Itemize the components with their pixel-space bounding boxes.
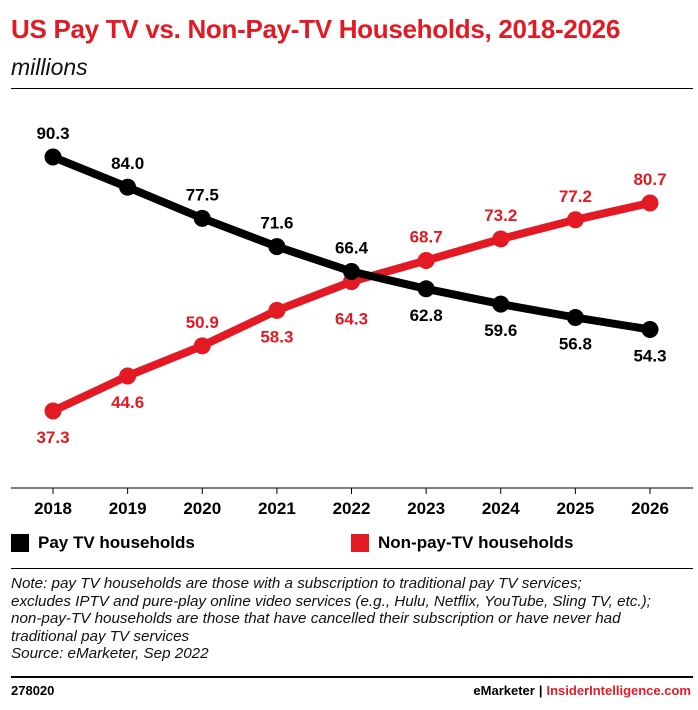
- data-label-pay-tv: 59.6: [484, 321, 517, 340]
- data-label-pay-tv: 71.6: [260, 214, 293, 233]
- data-point-non-pay-tv: [44, 402, 62, 420]
- series-line-non-pay-tv: [49, 199, 654, 415]
- data-point-pay-tv: [343, 263, 360, 281]
- x-tick-label: 2019: [109, 499, 147, 518]
- note-line: traditional pay TV services: [11, 627, 190, 645]
- x-tick-label: 2022: [333, 499, 371, 518]
- x-tick-label: 2025: [556, 499, 594, 518]
- data-label-non-pay-tv: 77.2: [559, 187, 592, 206]
- line-chart: 2018 2019 2020 2021 2022 2023 2024 2025 2026 37.3…: [11, 124, 693, 518]
- x-tick-label: 2024: [482, 499, 520, 518]
- chart-subtitle: millions: [11, 54, 88, 80]
- brand-separator: |: [538, 683, 543, 698]
- data-point-pay-tv: [641, 321, 659, 339]
- data-label-pay-tv: 54.3: [633, 347, 666, 366]
- data-label-pay-tv: 62.8: [410, 306, 443, 325]
- data-label-non-pay-tv: 37.3: [36, 428, 69, 447]
- data-point-pay-tv: [417, 280, 435, 298]
- data-point-pay-tv: [44, 148, 62, 166]
- legend-item-pay-tv: Pay TV households: [11, 533, 195, 553]
- x-tick-label: 2018: [34, 499, 72, 518]
- x-tick-label: 2023: [407, 499, 445, 518]
- data-point-non-pay-tv: [119, 367, 137, 385]
- footer-divider: [11, 676, 693, 678]
- data-point-non-pay-tv: [193, 337, 211, 355]
- brand-emarketer: eMarketer: [473, 683, 535, 698]
- data-point-pay-tv: [492, 295, 510, 313]
- x-tick-label: 2026: [631, 499, 669, 518]
- data-label-non-pay-tv: 64.3: [335, 310, 368, 329]
- data-point-pay-tv: [193, 209, 211, 227]
- data-label-non-pay-tv: 58.3: [260, 327, 293, 346]
- data-point-non-pay-tv: [566, 211, 584, 229]
- data-point-pay-tv: [566, 309, 584, 327]
- data-label-non-pay-tv: 73.2: [484, 206, 517, 225]
- legend-swatch-pay-tv: [11, 534, 29, 552]
- legend-label-pay-tv: Pay TV households: [38, 533, 195, 552]
- note-line: Note: pay TV households are those with a…: [11, 575, 582, 592]
- note-line: non-pay-TV households are those that hav…: [11, 610, 621, 628]
- data-point-non-pay-tv: [641, 194, 659, 212]
- brand-insider-intelligence: InsiderIntelligence.com: [546, 683, 692, 698]
- legend-item-non-pay-tv: Non-pay-TV households: [351, 533, 574, 553]
- chart-id: 278020: [11, 683, 55, 698]
- data-point-non-pay-tv: [268, 301, 286, 319]
- x-tick-label: 2021: [258, 499, 296, 518]
- title-divider: [11, 88, 693, 89]
- data-point-non-pay-tv: [417, 252, 435, 270]
- data-label-non-pay-tv: 50.9: [186, 313, 219, 332]
- chart-note: Note: pay TV households are those with a…: [11, 575, 693, 663]
- data-point-pay-tv: [268, 238, 286, 256]
- note-divider: [11, 568, 693, 569]
- note-line: excludes IPTV and pure-play online video…: [11, 592, 651, 610]
- data-label-pay-tv: 90.3: [36, 124, 69, 143]
- data-label-pay-tv: 84.0: [111, 154, 144, 173]
- data-label-non-pay-tv: 44.6: [111, 393, 144, 412]
- data-label-pay-tv: 77.5: [186, 185, 219, 204]
- source-line: Source: eMarketer, Sep 2022: [11, 645, 209, 663]
- data-label-non-pay-tv: 68.7: [410, 228, 443, 247]
- data-label-pay-tv: 56.8: [559, 335, 592, 354]
- x-tick-label: 2020: [183, 499, 221, 518]
- data-label-non-pay-tv: 80.7: [633, 170, 666, 189]
- data-point-pay-tv: [119, 178, 137, 196]
- chart-title: US Pay TV vs. Non-Pay-TV Households, 201…: [11, 14, 620, 44]
- legend-swatch-non-pay-tv: [351, 534, 369, 552]
- legend-label-non-pay-tv: Non-pay-TV households: [378, 533, 574, 552]
- footer-brand: eMarketer | InsiderIntelligence.com: [473, 683, 691, 698]
- data-point-non-pay-tv: [492, 230, 510, 248]
- data-label-pay-tv: 66.4: [335, 239, 369, 258]
